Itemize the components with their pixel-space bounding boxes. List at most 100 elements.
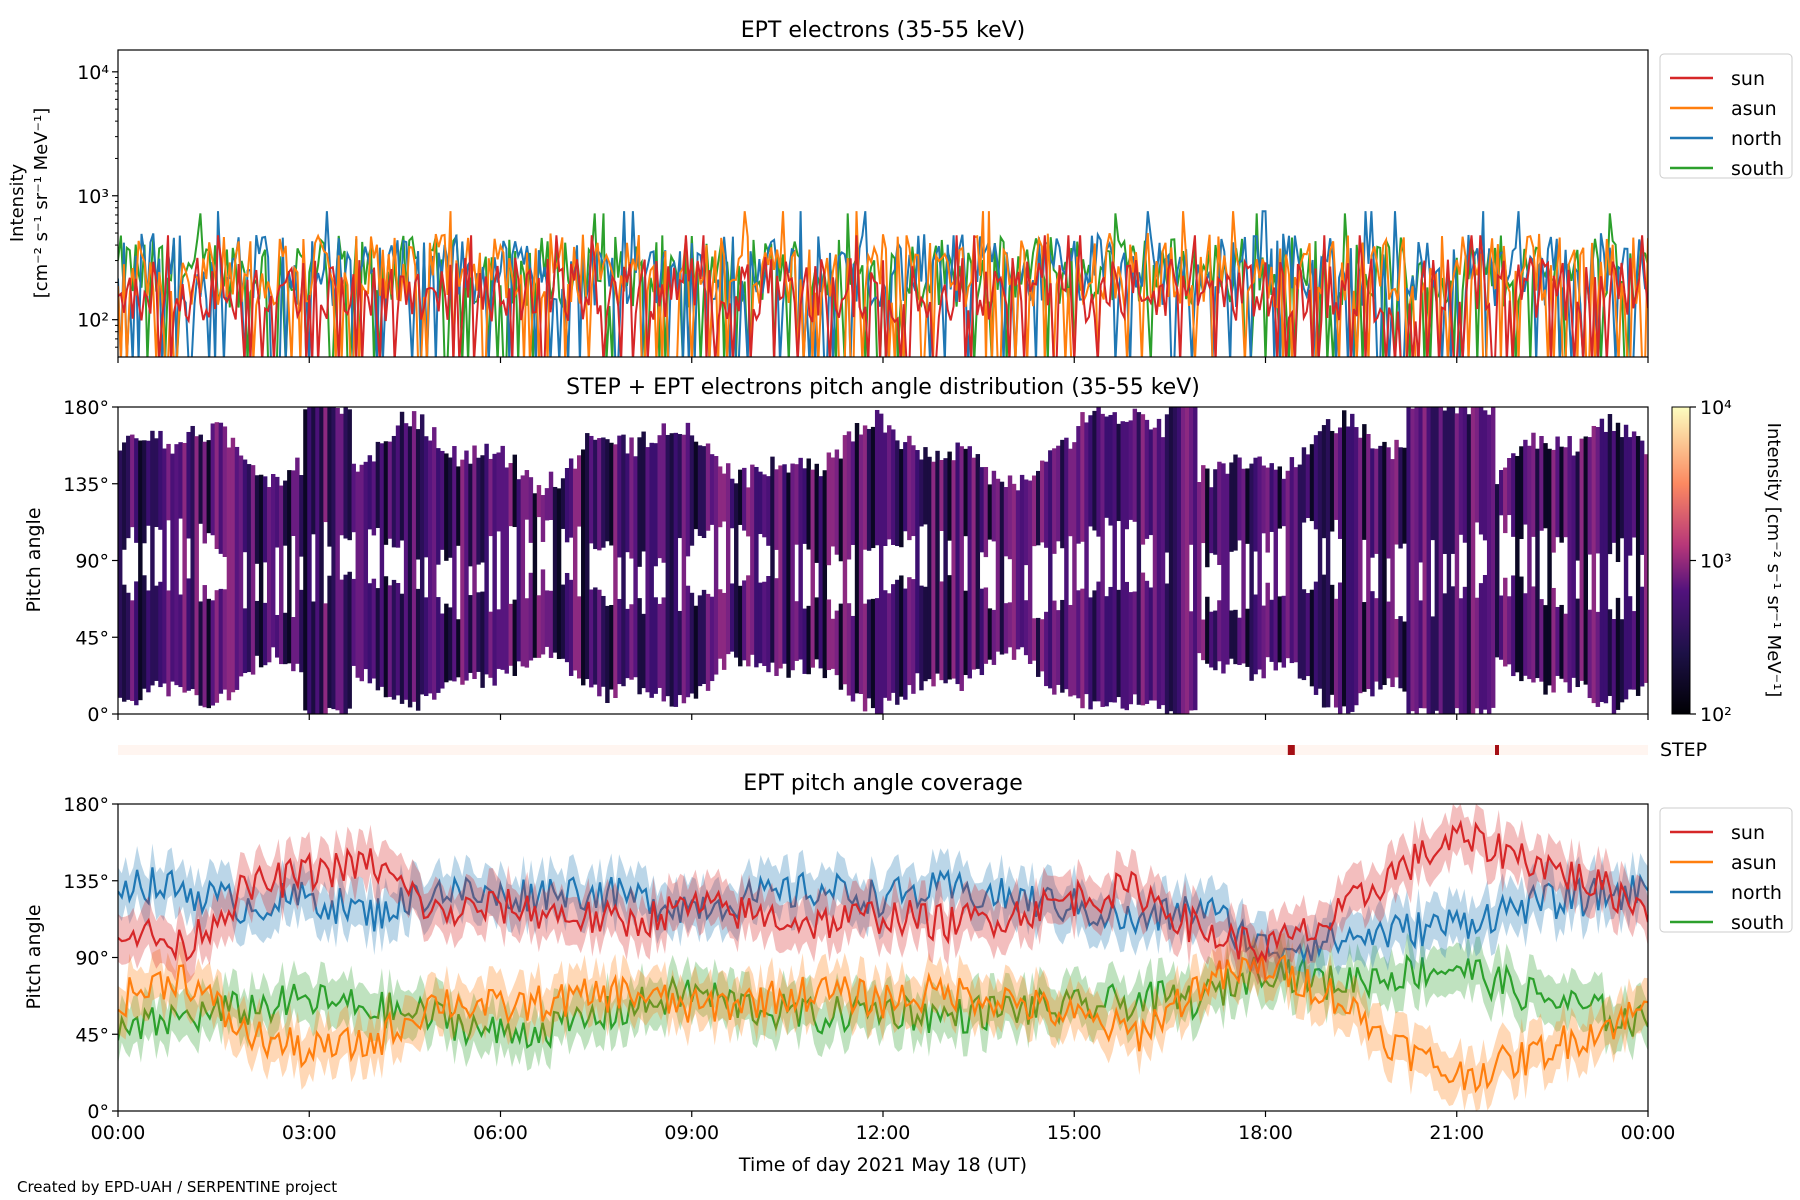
heatmap-cell	[528, 477, 534, 543]
heatmap-cell	[1213, 610, 1218, 671]
heatmap-cell	[1060, 599, 1065, 693]
heatmap-cell	[661, 423, 666, 563]
heatmap-cell	[283, 480, 288, 546]
heatmap-cell	[601, 595, 606, 687]
heatmap-cell	[987, 608, 993, 660]
heatmap-cell	[581, 449, 586, 686]
heatmap-cell	[371, 578, 377, 679]
x-tick-label: 21:00	[1429, 1122, 1484, 1144]
heatmap-cell	[1205, 596, 1210, 664]
heatmap-cell	[1563, 447, 1568, 538]
heatmap-cell	[721, 592, 727, 670]
heatmap-cell	[1362, 602, 1367, 692]
series-north-band	[118, 843, 1648, 985]
heatmap-cell	[866, 428, 872, 551]
x-tick-label: 03:00	[282, 1122, 337, 1144]
heatmap-cell	[1337, 582, 1343, 714]
heatmap-cell	[460, 459, 465, 685]
heatmap-cell	[484, 443, 489, 675]
heatmap-cell	[178, 442, 183, 519]
heatmap-cell	[597, 438, 602, 551]
heatmap-cell	[1486, 414, 1492, 714]
heatmap-cell	[134, 438, 139, 543]
heatmap-cell	[693, 605, 699, 699]
heatmap-cell	[1555, 606, 1560, 676]
heatmap-cell	[182, 442, 187, 693]
heatmap-cell	[717, 466, 723, 528]
heatmap-cell	[1611, 430, 1617, 543]
heatmap-cell	[1136, 412, 1142, 705]
series-sun-line	[118, 819, 1648, 965]
heatmap-cell	[146, 590, 151, 693]
heatmap-cell	[170, 453, 175, 682]
heatmap-cell	[1309, 589, 1315, 687]
heatmap-cell	[1189, 611, 1194, 711]
heatmap-cell	[1567, 436, 1572, 693]
heatmap-cell	[786, 472, 791, 678]
heatmap-cell	[262, 602, 268, 666]
heatmap-cell	[1217, 600, 1222, 662]
legend-label-north: north	[1731, 882, 1782, 904]
heatmap-cell	[1269, 599, 1274, 662]
heatmap-cell	[1056, 445, 1061, 542]
heatmap-cell	[991, 470, 997, 542]
heatmap-cell	[1587, 437, 1593, 555]
heatmap-cell	[540, 495, 546, 542]
heatmap-cell	[758, 471, 763, 535]
heatmap-cell	[552, 486, 558, 653]
heatmap-cell	[436, 448, 441, 565]
heatmap-cell	[1225, 473, 1230, 665]
heatmap-cell	[697, 445, 703, 536]
heatmap-cell	[975, 454, 981, 669]
heatmap-cell	[846, 603, 852, 696]
heatmap-cell	[593, 587, 598, 685]
heatmap-cell	[1221, 463, 1226, 674]
series-asun-intensity	[118, 211, 1648, 357]
heatmap-cell	[822, 470, 828, 679]
heatmap-cell	[1273, 469, 1278, 671]
step-strip	[118, 745, 1648, 755]
heatmap-cell	[403, 423, 409, 700]
panel3-x-ticks: 00:00 03:00 06:00 09:00 12:00 15:00 18:00 21:00…	[91, 1111, 1675, 1144]
x-tick-label: 06:00	[473, 1122, 528, 1144]
heatmap-cell	[339, 579, 344, 714]
heatmap-cell	[343, 407, 348, 539]
heatmap-cell	[742, 580, 747, 661]
heatmap-cell	[730, 478, 735, 529]
heatmap-cell	[258, 474, 264, 668]
legend-label-sun: sun	[1731, 68, 1765, 90]
heatmap-cell	[315, 407, 320, 714]
heatmap-cell	[1209, 487, 1214, 554]
heatmap-cell	[456, 466, 461, 546]
heatmap-cell	[371, 461, 377, 536]
heatmap-cell	[1333, 598, 1339, 708]
heatmap-cell	[142, 575, 147, 689]
heatmap-cell	[1265, 582, 1270, 658]
heatmap-cell	[1462, 586, 1468, 714]
heatmap-cell	[202, 441, 207, 544]
heatmap-cell	[649, 442, 654, 698]
heatmap-cell	[1309, 444, 1315, 522]
heatmap-cell	[858, 434, 864, 695]
heatmap-cell	[291, 470, 296, 536]
heatmap-cell	[1406, 407, 1411, 714]
heatmap-cell	[1277, 596, 1283, 663]
heatmap-cell	[1639, 440, 1645, 555]
heatmap-cell	[677, 610, 683, 696]
heatmap-cell	[1438, 407, 1444, 714]
heatmap-cell	[1229, 610, 1234, 659]
heatmap-cell	[1426, 407, 1431, 714]
heatmap-cell	[613, 444, 618, 699]
heatmap-cell	[1325, 419, 1331, 708]
heatmap-cell	[1277, 466, 1283, 529]
heatmap-cell	[1253, 457, 1258, 552]
angle-tick-label: 90°	[75, 551, 109, 573]
angle-tick-label: 0°	[87, 1101, 109, 1123]
heatmap-cell	[154, 438, 159, 528]
heatmap-cell	[911, 445, 916, 537]
heatmap-cell	[774, 578, 779, 676]
heatmap-cell	[142, 440, 147, 544]
heatmap-cell	[488, 611, 493, 678]
heatmap-cell	[1358, 437, 1363, 694]
heatmap-cell	[1370, 591, 1375, 697]
